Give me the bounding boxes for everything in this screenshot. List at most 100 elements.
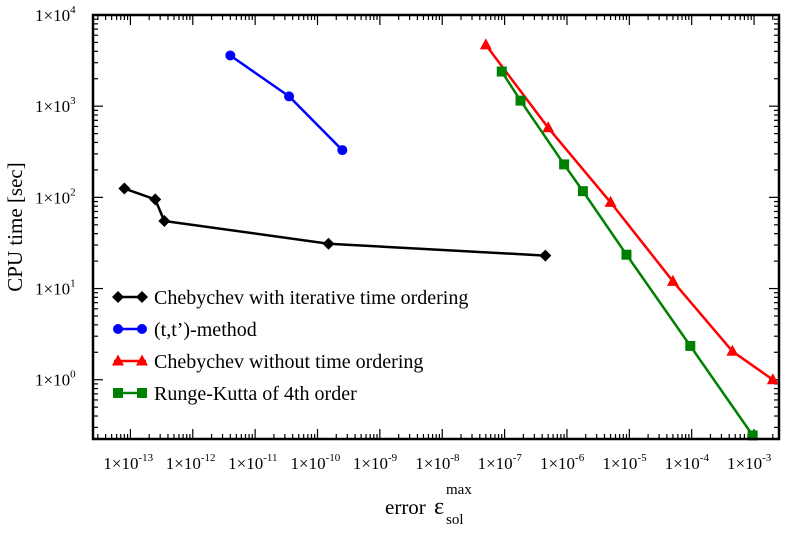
x-axis-title: error — [385, 495, 426, 519]
x-tick-label-mantissa: 1×10 — [415, 454, 450, 473]
legend-swatch-marker — [136, 354, 148, 366]
y-tick-label: 1×100 — [35, 369, 76, 390]
legend-swatch-marker — [112, 291, 124, 303]
data-point — [766, 373, 779, 385]
series-2 — [225, 50, 348, 156]
legend-item: Runge-Kutta of 4th order — [113, 383, 357, 405]
data-point — [149, 193, 162, 206]
x-tick-label: 1×10-11 — [228, 452, 277, 473]
x-axis-title-subscript: sol — [446, 512, 464, 528]
legend-label: Chebychev with iterative time ordering — [154, 287, 468, 309]
data-point — [559, 159, 570, 170]
x-tick-labels: 1×10-13 1×10-12 1×10-11 1×10-10 1×10-9 1×10-8… — [103, 452, 771, 473]
data-point — [542, 121, 555, 133]
x-tick-label-mantissa: 1×10 — [353, 454, 388, 473]
data-point — [322, 237, 335, 250]
x-tick-label-mantissa: 1×10 — [540, 454, 575, 473]
legend: Chebychev with iterative time ordering (t… — [112, 287, 468, 405]
x-tick-label-exponent: -10 — [326, 452, 341, 464]
x-tick-label-exponent: -6 — [575, 452, 585, 464]
y-tick-label-mantissa: 1×10 — [35, 6, 70, 25]
x-tick-label-exponent: -9 — [388, 452, 398, 464]
x-tick-label-mantissa: 1×10 — [103, 454, 138, 473]
legend-swatch-marker — [112, 354, 124, 366]
legend-swatch-marker — [113, 324, 123, 334]
x-tick-label: 1×10-6 — [540, 452, 585, 473]
x-tick-label-exponent: -4 — [700, 452, 710, 464]
x-axis-title-superscript: max — [446, 482, 472, 498]
legend-label: Chebychev without time ordering — [154, 351, 423, 373]
series-1 — [118, 182, 552, 262]
legend-item: Chebychev with iterative time ordering — [112, 287, 468, 309]
y-tick-label-exponent: 3 — [70, 95, 76, 107]
y-tick-label: 1×102 — [35, 186, 76, 207]
x-axis-title-prefix: error — [385, 495, 426, 519]
x-tick-label: 1×10-10 — [291, 452, 341, 473]
x-tick-label-mantissa: 1×10 — [602, 454, 637, 473]
legend-item: (t,t’)-method — [113, 319, 257, 341]
x-tick-label-exponent: -7 — [513, 452, 523, 464]
y-tick-label-mantissa: 1×10 — [35, 97, 70, 116]
data-point — [225, 50, 236, 61]
y-tick-label: 1×104 — [35, 4, 76, 25]
data-point — [621, 249, 632, 260]
y-axis-title: CPU time [sec] — [3, 162, 27, 291]
legend-label: (t,t’)-method — [154, 319, 257, 341]
legend-item: Chebychev without time ordering — [112, 351, 423, 373]
x-tick-label: 1×10-7 — [478, 452, 523, 473]
series-3 — [479, 38, 779, 385]
legend-label: Runge-Kutta of 4th order — [154, 383, 357, 405]
x-tick-label-exponent: -13 — [139, 452, 154, 464]
x-tick-label-exponent: -12 — [201, 452, 216, 464]
x-tick-label-mantissa: 1×10 — [665, 454, 700, 473]
y-tick-label-exponent: 2 — [70, 186, 76, 198]
data-point — [747, 430, 758, 441]
x-tick-label: 1×10-9 — [353, 452, 398, 473]
x-tick-label: 1×10-4 — [665, 452, 710, 473]
x-tick-label: 1×10-13 — [103, 452, 153, 473]
x-tick-label: 1×10-5 — [602, 452, 647, 473]
plot-series — [118, 38, 779, 441]
data-point — [726, 344, 739, 356]
data-point — [604, 195, 617, 207]
y-tick-label-exponent: 1 — [70, 278, 76, 290]
data-point — [515, 95, 526, 106]
x-tick-label-exponent: -5 — [637, 452, 647, 464]
y-tick-label: 1×103 — [35, 95, 76, 116]
data-point — [685, 340, 696, 351]
x-tick-label-mantissa: 1×10 — [166, 454, 201, 473]
x-tick-label-exponent: -8 — [450, 452, 460, 464]
legend-swatch-marker — [136, 291, 148, 303]
legend-swatch-marker — [113, 388, 123, 398]
x-tick-label-mantissa: 1×10 — [291, 454, 326, 473]
y-tick-label-mantissa: 1×10 — [35, 371, 70, 390]
data-point — [284, 91, 295, 102]
data-point — [496, 66, 507, 77]
x-tick-label-mantissa: 1×10 — [478, 454, 513, 473]
data-point — [539, 249, 552, 262]
y-tick-label: 1×101 — [35, 278, 76, 299]
legend-swatch-marker — [137, 388, 147, 398]
data-point — [158, 215, 171, 228]
data-point — [666, 274, 679, 286]
data-point — [337, 145, 348, 156]
series-4 — [496, 66, 758, 441]
y-tick-label-mantissa: 1×10 — [35, 280, 70, 299]
data-point — [577, 186, 588, 197]
x-tick-label-exponent: -3 — [762, 452, 772, 464]
x-tick-label-mantissa: 1×10 — [228, 454, 263, 473]
x-tick-label: 1×10-12 — [166, 452, 216, 473]
data-point — [479, 38, 492, 50]
x-tick-label: 1×10-3 — [727, 452, 772, 473]
x-tick-label-mantissa: 1×10 — [727, 454, 762, 473]
legend-swatch-marker — [137, 324, 147, 334]
x-tick-label-exponent: -11 — [263, 452, 277, 464]
series-line — [484, 44, 774, 381]
x-axis-title-symbol: ε — [434, 494, 444, 520]
data-point — [118, 182, 131, 195]
x-tick-label: 1×10-8 — [415, 452, 460, 473]
plot-frame — [91, 13, 781, 441]
